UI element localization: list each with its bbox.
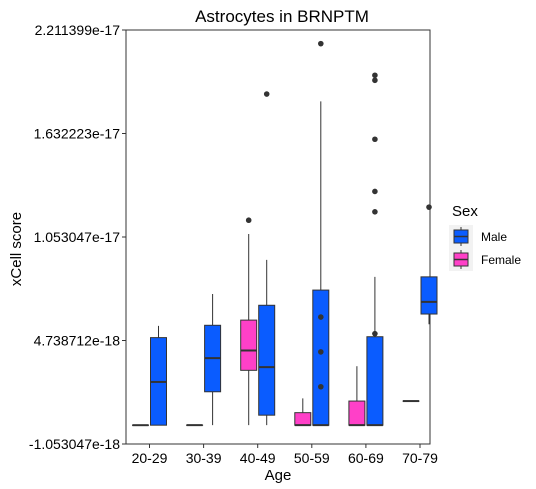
- outlier-point: [372, 72, 378, 79]
- legend-label: Male: [481, 230, 507, 244]
- outlier-point: [372, 330, 378, 337]
- box-body: [240, 319, 258, 371]
- box-body: [294, 412, 312, 426]
- box-male-60-69: [366, 72, 384, 427]
- y-tick-label: 1.632223e-17: [34, 126, 121, 142]
- legend-entry-male: Male: [449, 225, 507, 248]
- plot-panel: [125, 29, 431, 445]
- y-tick-label: -1.053047e-18: [29, 436, 120, 452]
- x-axis-label: Age: [265, 467, 292, 484]
- x-tick-label: 70-79: [402, 450, 438, 466]
- x-tick-label: 40-49: [240, 450, 276, 466]
- x-axis: 20-29 30-39 40-49 50-59 60-69 70-79: [132, 444, 438, 466]
- y-tick-label: 2.211399e-17: [35, 22, 121, 38]
- outlier-point: [318, 40, 324, 47]
- outlier-point: [372, 77, 378, 84]
- box-male-20-29: [150, 325, 167, 426]
- box-body: [366, 336, 384, 426]
- x-tick-label: 30-39: [186, 450, 222, 466]
- y-tick-label: 1.053047e-17: [34, 229, 121, 245]
- x-tick-label: 60-69: [348, 450, 384, 466]
- box-male-50-59: [312, 40, 330, 427]
- box-female-50-59: [294, 398, 312, 427]
- outlier-point: [245, 217, 252, 224]
- outlier-point: [372, 209, 378, 215]
- legend-label: Female: [481, 253, 521, 267]
- chart-title: Astrocytes in BRNPTM: [195, 7, 369, 26]
- box-body: [420, 276, 438, 315]
- box-male-30-39: [204, 294, 222, 426]
- box-body: [312, 289, 330, 426]
- box-body: [258, 304, 276, 416]
- box-male-40-49: [258, 91, 276, 426]
- outlier-point: [372, 136, 378, 143]
- outlier-point: [318, 349, 324, 355]
- box-female-60-69: [348, 366, 366, 427]
- box-layer: [132, 40, 438, 427]
- outlier-point: [263, 91, 270, 97]
- y-axis: -1.053047e-18 4.738712e-18 1.053047e-17 1.6…: [29, 22, 126, 452]
- legend-title: Sex: [452, 203, 478, 220]
- outlier-point: [372, 188, 378, 195]
- y-tick-label: 4.738712e-18: [34, 333, 121, 349]
- outlier-point: [318, 314, 324, 320]
- box-female-40-49: [240, 217, 258, 426]
- y-axis-label: xCell score: [8, 212, 25, 286]
- box-body: [348, 400, 366, 426]
- legend-entry-female: Female: [449, 248, 521, 271]
- outlier-point: [318, 383, 324, 390]
- box-male-70-79: [420, 204, 438, 325]
- outlier-point: [426, 204, 432, 210]
- x-tick-label: 20-29: [132, 450, 168, 466]
- x-tick-label: 50-59: [294, 450, 330, 466]
